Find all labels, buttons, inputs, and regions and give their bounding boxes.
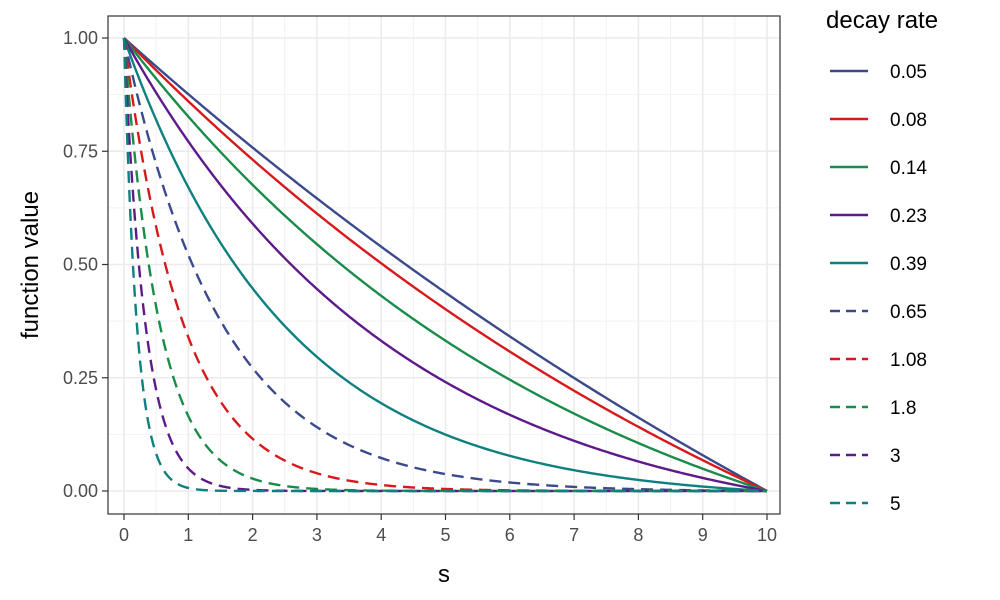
legend-label: 3	[890, 446, 901, 467]
series-line-5	[122, 37, 767, 493]
legend-title: decay rate	[826, 7, 938, 34]
legend-label: 0.39	[890, 254, 927, 275]
x-tick-label: 8	[633, 525, 643, 545]
y-tick-label: 0.75	[63, 141, 98, 161]
x-axis-ticks: 0 1 2 3 4 5 6 7 8 9 10	[119, 514, 777, 545]
x-tick-label: 3	[312, 525, 322, 545]
legend-label: 5	[890, 494, 901, 515]
series-line-0-23	[122, 37, 768, 493]
x-tick-label: 4	[376, 525, 386, 545]
x-tick-label: 7	[569, 525, 579, 545]
x-tick-label: 1	[183, 525, 193, 545]
x-tick-label: 0	[119, 525, 129, 545]
series-line-0-08	[123, 37, 768, 493]
legend-label: 1.8	[890, 398, 916, 419]
series-line-0-14	[123, 37, 768, 493]
legend: 0.05 0.08 0.14 0.23 0.39 0.65 1.08 1.8 3 5	[830, 62, 927, 515]
series-lines	[122, 37, 768, 493]
series-line-0-39	[122, 37, 768, 493]
y-axis-title: function value	[17, 191, 44, 339]
series-line-0-05	[123, 37, 768, 493]
x-tick-label: 2	[248, 525, 258, 545]
x-axis-title: s	[438, 561, 450, 588]
y-tick-label: 1.00	[63, 28, 98, 48]
major-grid	[108, 16, 780, 514]
legend-label: 1.08	[890, 350, 927, 371]
legend-label: 0.23	[890, 206, 927, 227]
x-tick-label: 6	[505, 525, 515, 545]
x-tick-label: 9	[698, 525, 708, 545]
x-tick-label: 5	[440, 525, 450, 545]
y-tick-label: 0.00	[63, 481, 98, 501]
y-tick-label: 0.50	[63, 255, 98, 275]
legend-label: 0.05	[890, 62, 927, 83]
y-axis-ticks: 0.00 0.25 0.50 0.75 1.00	[63, 28, 108, 501]
legend-label: 0.65	[890, 302, 927, 323]
y-tick-label: 0.25	[63, 368, 98, 388]
x-tick-label: 10	[757, 525, 777, 545]
legend-label: 0.08	[890, 110, 927, 131]
legend-label: 0.14	[890, 158, 927, 179]
